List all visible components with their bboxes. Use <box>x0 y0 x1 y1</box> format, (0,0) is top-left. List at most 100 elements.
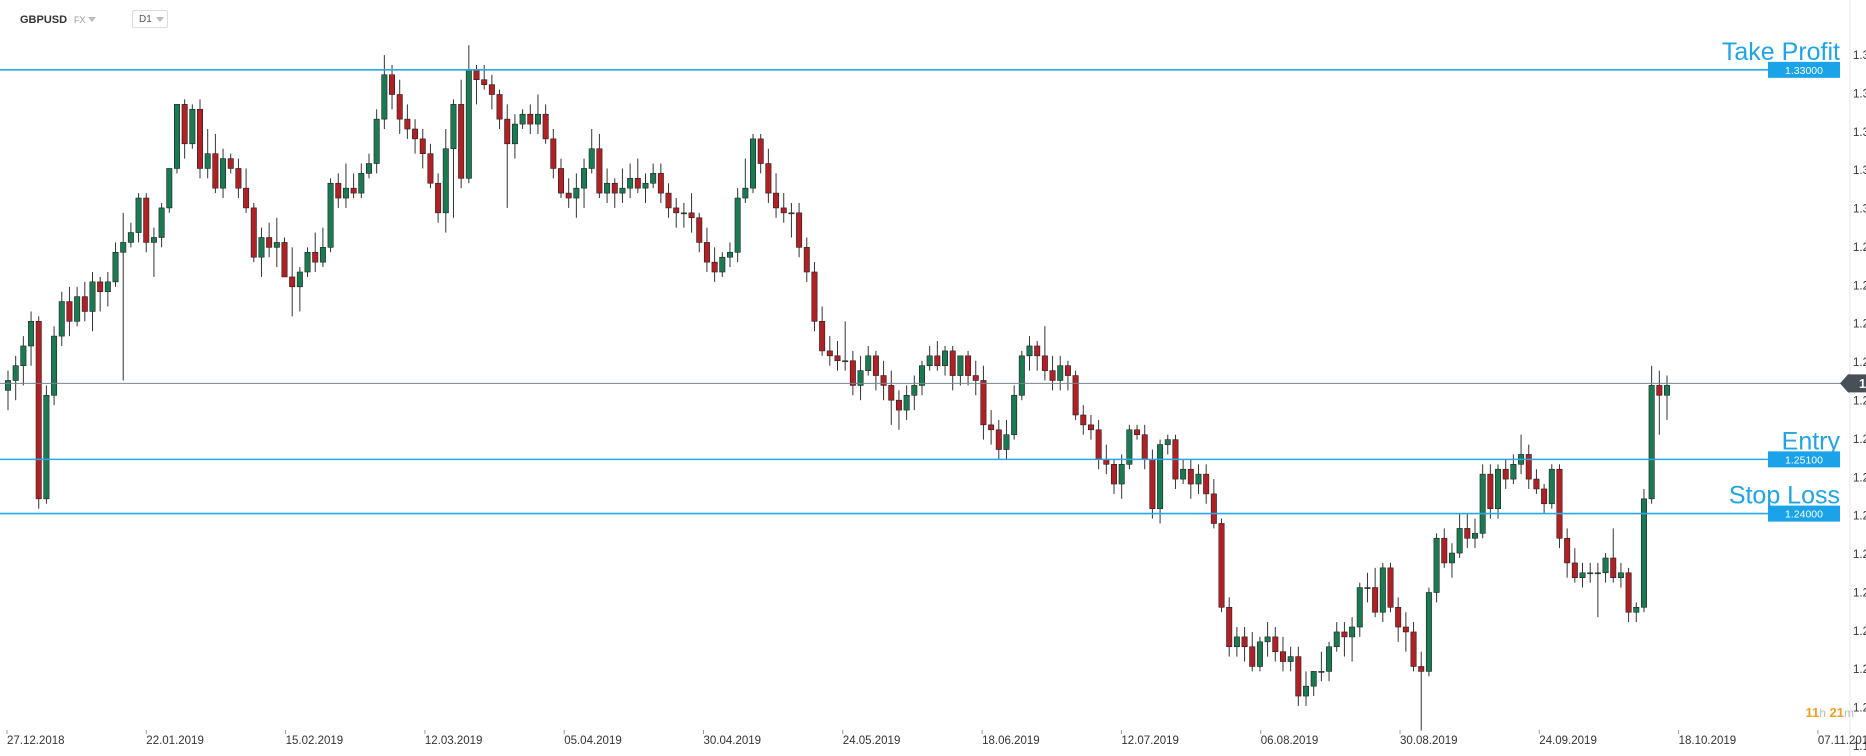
candle-body <box>1218 523 1225 608</box>
candle-body <box>173 104 180 169</box>
candle-body <box>1049 370 1056 381</box>
candle <box>235 158 242 199</box>
x-tick-label: 24.09.2019 <box>1539 735 1597 747</box>
x-tick-label: 06.08.2019 <box>1261 735 1319 747</box>
candle <box>404 104 411 139</box>
candle <box>1295 646 1302 706</box>
candle-body <box>504 118 511 145</box>
candle-body <box>197 108 204 169</box>
candle-body <box>1164 439 1171 445</box>
candle <box>473 64 480 105</box>
candle-body <box>1556 468 1563 539</box>
candle <box>1564 528 1571 578</box>
candle-body <box>719 256 726 273</box>
candle-body <box>857 370 864 386</box>
candle <box>266 222 273 258</box>
candle-body <box>5 380 11 391</box>
candle <box>811 262 818 332</box>
candle <box>1464 513 1471 549</box>
candle <box>1034 341 1041 371</box>
candle-body <box>135 197 142 233</box>
candle <box>1195 464 1202 494</box>
candle <box>534 94 541 134</box>
candle <box>1210 479 1217 529</box>
candle-body <box>1479 473 1486 534</box>
candle-body <box>427 153 434 184</box>
y-tick-label: 1.24737 <box>1853 472 1866 484</box>
candle <box>66 286 73 337</box>
candle <box>1172 434 1179 489</box>
candle <box>765 148 772 203</box>
candle <box>834 341 841 371</box>
candle <box>281 237 288 278</box>
level-label: Take Profit <box>1722 38 1840 66</box>
candle-body <box>304 251 311 273</box>
candle-body <box>250 207 257 258</box>
candle-body <box>1464 528 1471 539</box>
candle-body <box>934 355 941 366</box>
symbol-label[interactable]: GBPUSD <box>20 14 68 26</box>
current-price-tag-arrow <box>1840 374 1850 393</box>
candle <box>734 188 741 263</box>
candle <box>650 163 657 189</box>
candle-body <box>1425 592 1432 672</box>
candle-body <box>335 182 342 199</box>
x-tick-label: 12.07.2019 <box>1121 735 1179 747</box>
candle <box>496 89 503 130</box>
candle <box>435 173 442 223</box>
candle-body <box>581 168 588 189</box>
candle-body <box>788 212 795 215</box>
candle-body <box>1487 473 1494 509</box>
candle <box>1395 597 1402 642</box>
candle <box>703 227 710 273</box>
candle-body <box>1610 557 1617 579</box>
candle-body <box>58 301 65 337</box>
candle <box>972 360 979 396</box>
symbol-dropdown-chevron-down-icon[interactable] <box>88 17 96 22</box>
candle <box>158 202 165 248</box>
candle-body <box>227 158 234 169</box>
candle <box>1272 627 1279 662</box>
candle-body <box>1633 606 1640 613</box>
candle-body <box>1395 606 1402 628</box>
candle-body <box>519 113 526 125</box>
candle-body <box>166 168 173 209</box>
candle-body <box>1249 646 1256 667</box>
candle <box>1625 567 1632 623</box>
candle-body <box>1587 572 1594 575</box>
candle-body <box>803 247 810 273</box>
candle <box>1525 444 1532 489</box>
candle <box>135 193 142 243</box>
candle-body <box>1656 385 1663 396</box>
candle-body <box>1149 459 1156 509</box>
candle <box>1387 562 1394 613</box>
candle <box>826 336 833 366</box>
candle-body <box>903 394 910 411</box>
interval-dropdown[interactable]: D1 <box>132 10 168 28</box>
x-tick-label: 24.05.2019 <box>843 735 901 747</box>
candle-body <box>104 281 111 293</box>
candle-body <box>604 182 611 194</box>
candle <box>1487 464 1494 519</box>
candle <box>104 272 111 307</box>
candle <box>381 55 388 130</box>
candle-body <box>895 399 902 411</box>
candle <box>412 119 419 154</box>
candle-body <box>1456 528 1463 554</box>
candle <box>112 242 119 287</box>
candle <box>711 247 718 282</box>
candle-body <box>1310 671 1317 687</box>
candle <box>1495 464 1502 519</box>
candle <box>1126 424 1133 470</box>
candle-body <box>1648 385 1655 500</box>
candle-body <box>588 148 595 169</box>
candle-body <box>112 251 119 283</box>
candle <box>1633 602 1640 623</box>
y-tick-label: 1.27851 <box>1853 319 1866 331</box>
candle <box>888 370 895 425</box>
candle-body <box>319 247 326 263</box>
candle <box>750 133 757 194</box>
candle <box>1479 464 1486 539</box>
